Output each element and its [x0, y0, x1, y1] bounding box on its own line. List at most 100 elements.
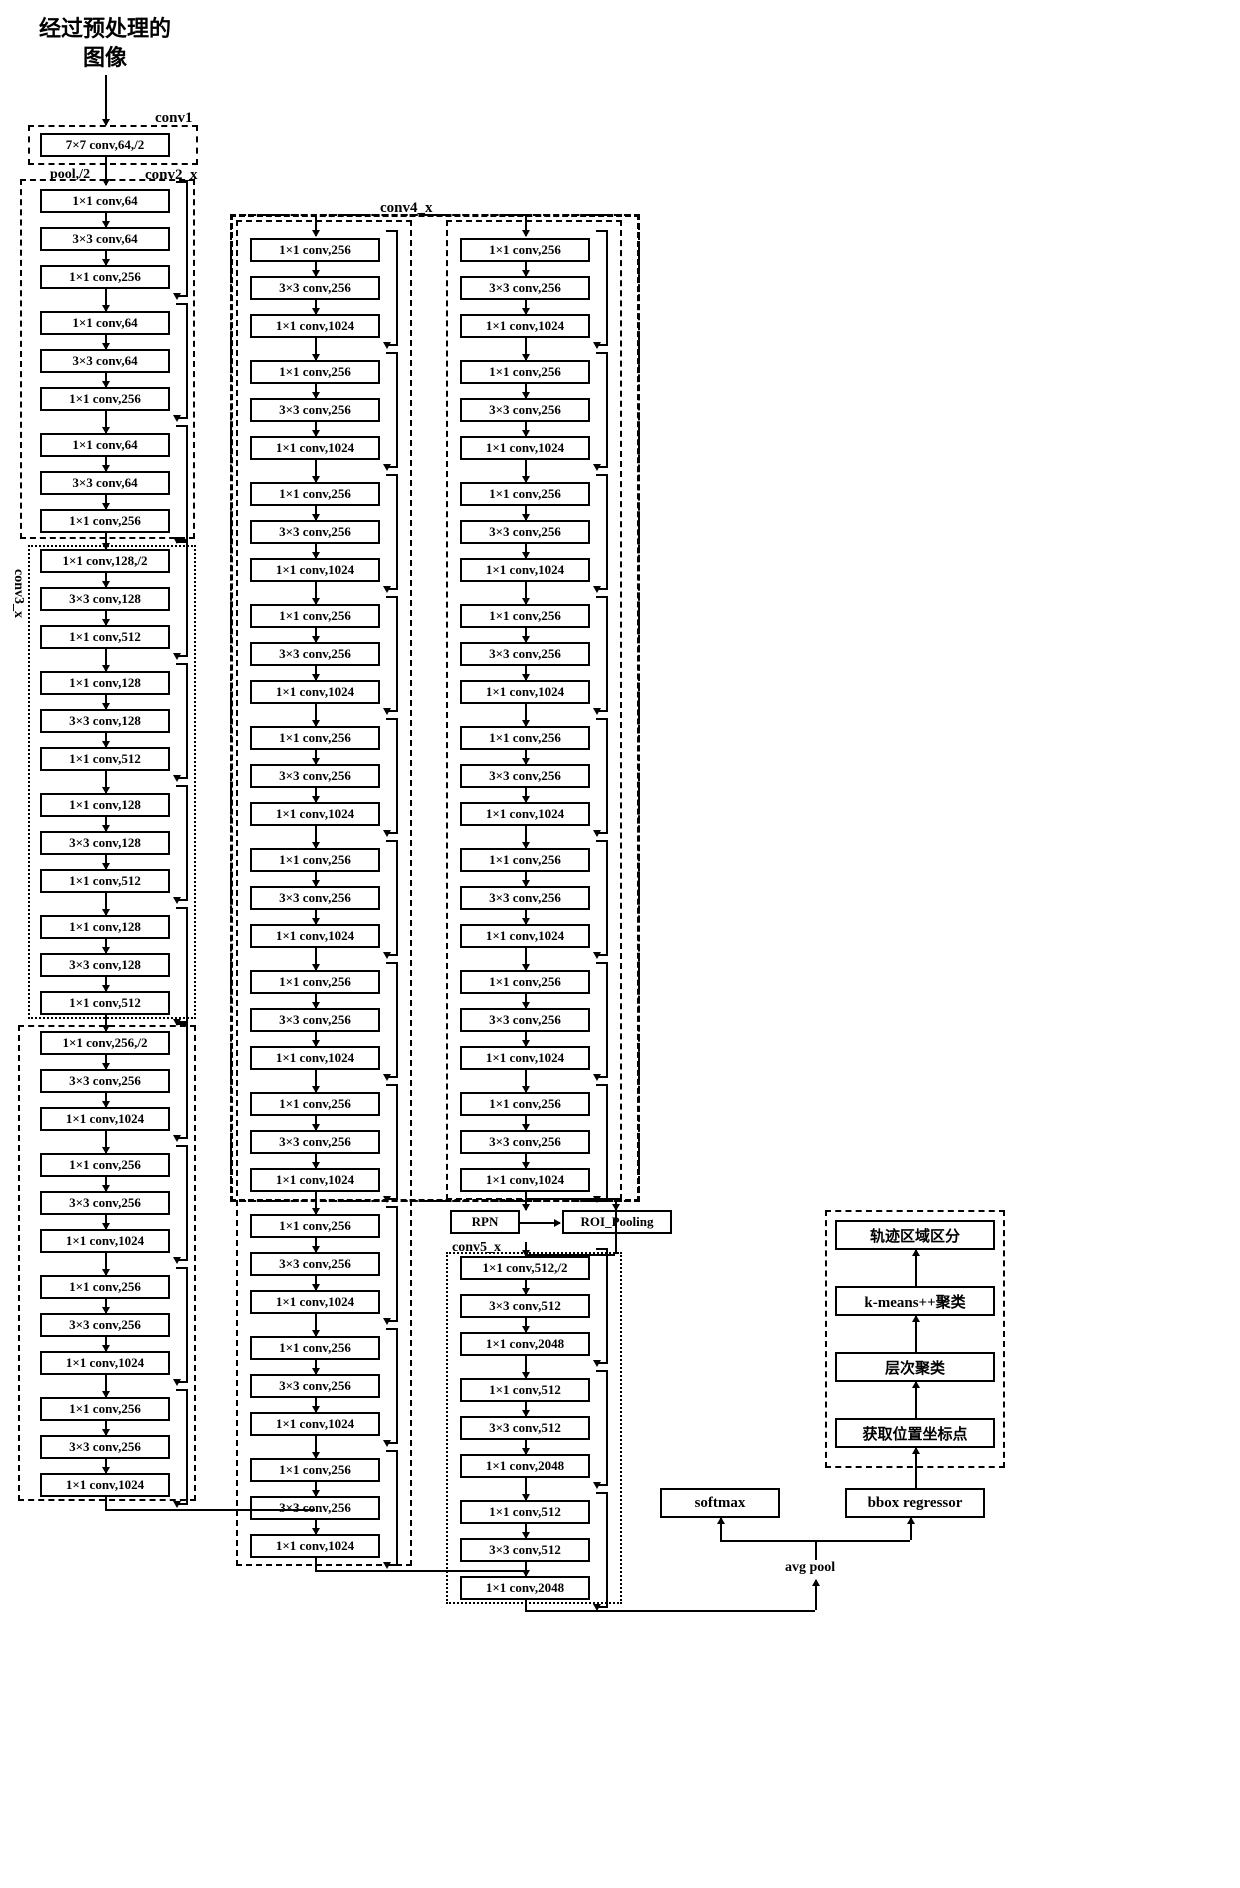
arrow [315, 1482, 317, 1496]
arrow [105, 411, 107, 433]
layer: 1×1 conv,256 [250, 1458, 380, 1482]
arrow [315, 1314, 317, 1336]
arrow [525, 1524, 527, 1538]
arrow [315, 1360, 317, 1374]
skip [176, 1023, 188, 1139]
arrow [105, 495, 107, 509]
arrow [105, 733, 107, 747]
arrow [525, 1318, 527, 1332]
skip [176, 663, 188, 779]
arrow [525, 1562, 527, 1576]
arrow [915, 1382, 917, 1418]
layer: 1×1 conv,1024 [40, 1473, 170, 1497]
layer: 1×1 conv,2048 [460, 1332, 590, 1356]
skip [176, 181, 188, 297]
arrow [105, 373, 107, 387]
arrow [315, 1398, 317, 1412]
layer: 1×1 conv,256 [40, 1397, 170, 1421]
layer: 1×1 conv,256 [250, 1336, 380, 1360]
layer: 1×1 conv,1024 [40, 1229, 170, 1253]
skip [386, 1450, 398, 1566]
layer: 3×3 conv,128 [40, 709, 170, 733]
skip [176, 1267, 188, 1383]
arrow [105, 1337, 107, 1351]
layer: 3×3 conv,256 [40, 1313, 170, 1337]
skip [176, 1145, 188, 1261]
layer: 1×1 conv,1024 [40, 1351, 170, 1375]
arrow [105, 611, 107, 625]
arrow [315, 1436, 317, 1458]
layer: 3×3 conv,64 [40, 349, 170, 373]
layer: 1×1 conv,512 [40, 625, 170, 649]
conn [525, 1254, 615, 1256]
layer: 3×3 conv,256 [250, 1496, 380, 1520]
arrow [105, 1253, 107, 1275]
layer: 1×1 conv,256 [40, 387, 170, 411]
layer: 3×3 conv,512 [460, 1416, 590, 1440]
layer: 1×1 conv,64 [40, 189, 170, 213]
skip [386, 1206, 398, 1322]
arrow [525, 1280, 527, 1294]
layer: 1×1 conv,1024 [250, 1290, 380, 1314]
arrow [105, 893, 107, 915]
arrow [315, 1238, 317, 1252]
arrow [520, 1222, 560, 1224]
arrow [815, 1580, 817, 1610]
skip [176, 541, 188, 657]
arrow [915, 1316, 917, 1352]
conn [105, 1509, 315, 1511]
arrow [315, 1520, 317, 1534]
skip [176, 907, 188, 1023]
layer: 1×1 conv,256 [250, 1214, 380, 1238]
conn [105, 1497, 107, 1509]
arrow [525, 1356, 527, 1378]
out-step: k-means++聚类 [835, 1286, 995, 1316]
out-step: 层次聚类 [835, 1352, 995, 1382]
arrow [105, 457, 107, 471]
skip [176, 303, 188, 419]
layer: 1×1 conv,512 [40, 869, 170, 893]
layer: 1×1 conv,256 [40, 509, 170, 533]
roi-box: ROI_Pooling [562, 1210, 672, 1234]
out-step: 获取位置坐标点 [835, 1418, 995, 1448]
arrow [105, 289, 107, 311]
arrow [105, 1299, 107, 1313]
group-conv3 [28, 545, 196, 1019]
layer: 3×3 conv,256 [250, 1374, 380, 1398]
layer: 3×3 conv,512 [460, 1294, 590, 1318]
arrow [525, 1478, 527, 1500]
arrow [105, 1131, 107, 1153]
layer: 1×1 conv,512 [40, 991, 170, 1015]
layer: 1×1 conv,1024 [250, 1534, 380, 1558]
layer: 1×1 conv,512 [40, 747, 170, 771]
skip [596, 1248, 608, 1364]
out-step: 轨迹区域区分 [835, 1220, 995, 1250]
layer: 1×1 conv,128 [40, 671, 170, 695]
layer: 3×3 conv,128 [40, 831, 170, 855]
arrow [105, 251, 107, 265]
layer: 1×1 conv,2048 [460, 1576, 590, 1600]
conn [720, 1540, 910, 1542]
title: 经过预处理的 图像 [25, 15, 185, 72]
layer: 3×3 conv,128 [40, 587, 170, 611]
layer: 1×1 conv,256 [40, 265, 170, 289]
layer: 3×3 conv,64 [40, 227, 170, 251]
label-avgpool: avg pool [785, 1560, 835, 1576]
group-conv4-outer [230, 214, 640, 1202]
skip [176, 1389, 188, 1505]
arrow [105, 1421, 107, 1435]
conn [525, 1600, 527, 1610]
layer: 1×1 conv,128,/2 [40, 549, 170, 573]
arrow [105, 1093, 107, 1107]
skip [386, 1328, 398, 1444]
layer: 1×1 conv,256 [40, 1275, 170, 1299]
skip [176, 425, 188, 541]
label-conv3: conv3_x [10, 569, 26, 618]
layer: 1×1 conv,64 [40, 433, 170, 457]
layer: 1×1 conv,512 [460, 1378, 590, 1402]
layer: 1×1 conv,1024 [40, 1107, 170, 1131]
layer: 3×3 conv,256 [40, 1191, 170, 1215]
layer: 1×1 conv,512 [460, 1500, 590, 1524]
skip [596, 1370, 608, 1486]
arrow [525, 1402, 527, 1416]
